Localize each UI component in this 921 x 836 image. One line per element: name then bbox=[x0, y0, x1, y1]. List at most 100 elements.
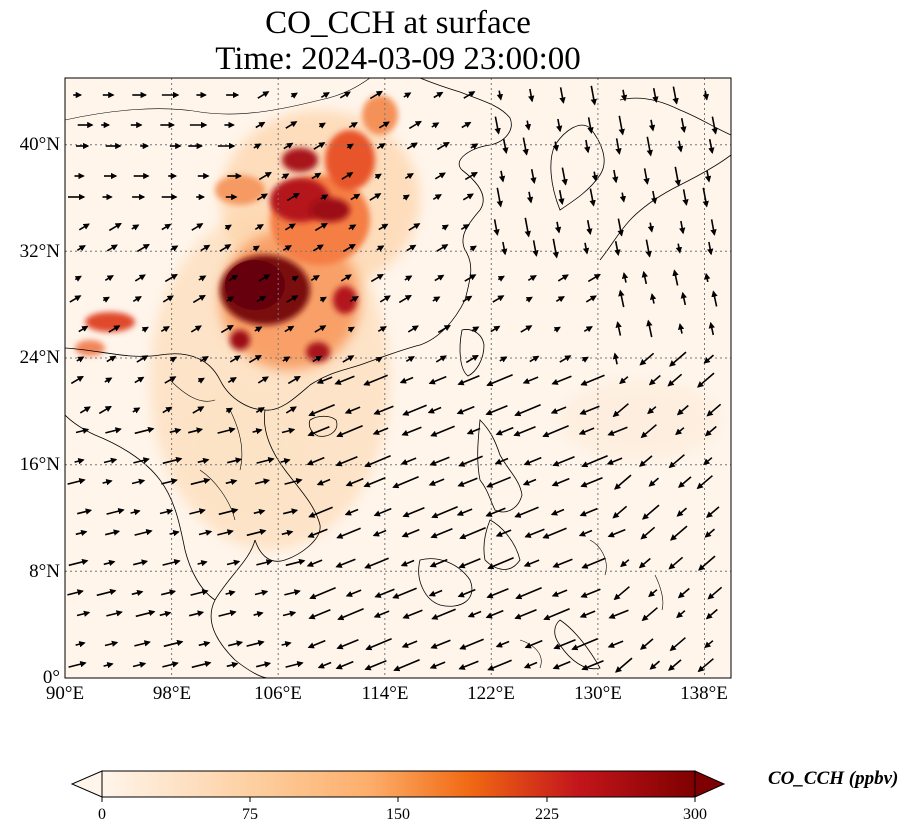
wind-arrow bbox=[76, 610, 91, 617]
wind-arrow bbox=[459, 527, 486, 540]
wind-arrow bbox=[197, 560, 208, 567]
wind-arrow bbox=[493, 219, 500, 236]
wind-arrow bbox=[586, 220, 593, 236]
wind-arrow bbox=[702, 90, 710, 101]
wind-arrow bbox=[228, 640, 244, 647]
wind-arrow bbox=[377, 326, 387, 333]
wind-arrow bbox=[225, 478, 238, 486]
wind-arrow bbox=[676, 507, 688, 517]
wind-arrow bbox=[257, 376, 269, 384]
wind-arrow bbox=[485, 609, 504, 619]
wind-arrow bbox=[349, 296, 359, 303]
wind-arrow bbox=[680, 291, 687, 306]
wind-arrow bbox=[317, 661, 332, 669]
wind-arrow bbox=[132, 296, 142, 303]
wind-arrow bbox=[433, 91, 444, 99]
wind-arrow bbox=[581, 659, 604, 671]
lat-tick-24: 24°N bbox=[19, 347, 60, 368]
wind-arrow bbox=[550, 406, 567, 414]
wind-arrow bbox=[487, 659, 512, 671]
wind-arrow bbox=[335, 660, 354, 670]
wind-arrow bbox=[615, 138, 622, 155]
wind-arrow bbox=[495, 426, 514, 436]
wind-arrow bbox=[607, 640, 624, 648]
wind-arrow bbox=[285, 121, 298, 129]
wind-arrow bbox=[254, 589, 269, 596]
wind-arrow bbox=[306, 456, 325, 466]
wind-arrow bbox=[344, 508, 359, 516]
wind-arrow bbox=[68, 558, 89, 567]
wind-arrow bbox=[218, 507, 239, 516]
wind-arrow bbox=[530, 169, 537, 185]
wind-arrow bbox=[283, 508, 299, 515]
wind-arrow bbox=[680, 118, 687, 134]
wind-arrow bbox=[460, 224, 470, 231]
wind-arrow bbox=[401, 528, 420, 538]
wind-arrow bbox=[401, 426, 422, 436]
wind-arrow bbox=[559, 87, 566, 104]
wind-arrow bbox=[285, 406, 297, 414]
wind-arrow bbox=[76, 245, 86, 252]
wind-arrow bbox=[470, 143, 479, 150]
wind-arrow bbox=[554, 221, 562, 234]
wind-arrow bbox=[284, 478, 303, 485]
wind-arrow bbox=[457, 588, 476, 598]
wind-arrow bbox=[587, 273, 601, 283]
wind-arrow bbox=[640, 526, 656, 540]
wind-arrow bbox=[647, 406, 657, 415]
wind-arrow bbox=[311, 172, 322, 180]
wind-arrow bbox=[134, 426, 155, 435]
wind-arrow bbox=[189, 508, 206, 515]
wind-arrow bbox=[674, 166, 681, 187]
wind-arrow bbox=[437, 324, 451, 334]
wind-arrow bbox=[217, 529, 234, 536]
wind-arrow bbox=[612, 505, 628, 519]
wind-arrow bbox=[462, 295, 473, 303]
wind-arrow bbox=[308, 404, 335, 417]
wind-arrow bbox=[372, 427, 389, 435]
wind-arrow bbox=[704, 425, 717, 437]
wind-arrow bbox=[643, 168, 650, 185]
wind-arrow bbox=[672, 86, 679, 105]
wind-arrow bbox=[679, 220, 686, 235]
wind-arrow bbox=[103, 457, 118, 464]
wind-arrow bbox=[308, 608, 331, 620]
wind-arrow bbox=[224, 224, 232, 231]
wind-arrow bbox=[441, 224, 449, 231]
wind-arrow bbox=[335, 455, 358, 467]
wind-arrow bbox=[134, 376, 145, 384]
wind-arrow bbox=[286, 192, 300, 202]
wind-arrow bbox=[703, 354, 715, 364]
wind-arrow bbox=[403, 92, 412, 99]
wind-arrow bbox=[590, 85, 597, 106]
wind-arrow bbox=[306, 559, 323, 567]
wind-arrow bbox=[345, 477, 364, 487]
wind-arrow bbox=[640, 424, 657, 439]
wind-arrow bbox=[220, 324, 234, 334]
wind-arrow bbox=[342, 243, 356, 253]
colorbar-tick-300: 300 bbox=[683, 806, 707, 823]
wind-arrow bbox=[682, 189, 689, 206]
wind-arrow bbox=[467, 610, 482, 618]
wind-arrow bbox=[309, 587, 336, 600]
wind-arrow bbox=[697, 658, 714, 673]
wind-arrow bbox=[408, 223, 421, 231]
wind-arrow bbox=[430, 639, 451, 649]
wind-arrow bbox=[618, 289, 625, 308]
wind-arrow bbox=[496, 187, 503, 208]
wind-arrow bbox=[618, 115, 625, 136]
wind-arrow bbox=[704, 170, 712, 183]
wind-arrow bbox=[198, 640, 211, 648]
wind-arrow bbox=[134, 640, 151, 647]
wind-arrow bbox=[672, 269, 679, 286]
wind-arrow bbox=[314, 222, 328, 232]
wind-arrow bbox=[402, 609, 423, 619]
wind-arrow bbox=[578, 427, 595, 435]
wind-arrow bbox=[164, 273, 178, 283]
wind-arrow bbox=[614, 474, 632, 490]
wind-arrow bbox=[458, 660, 479, 670]
wind-arrow bbox=[228, 274, 239, 282]
wind-arrow bbox=[226, 296, 235, 303]
wind-arrow bbox=[284, 223, 296, 231]
